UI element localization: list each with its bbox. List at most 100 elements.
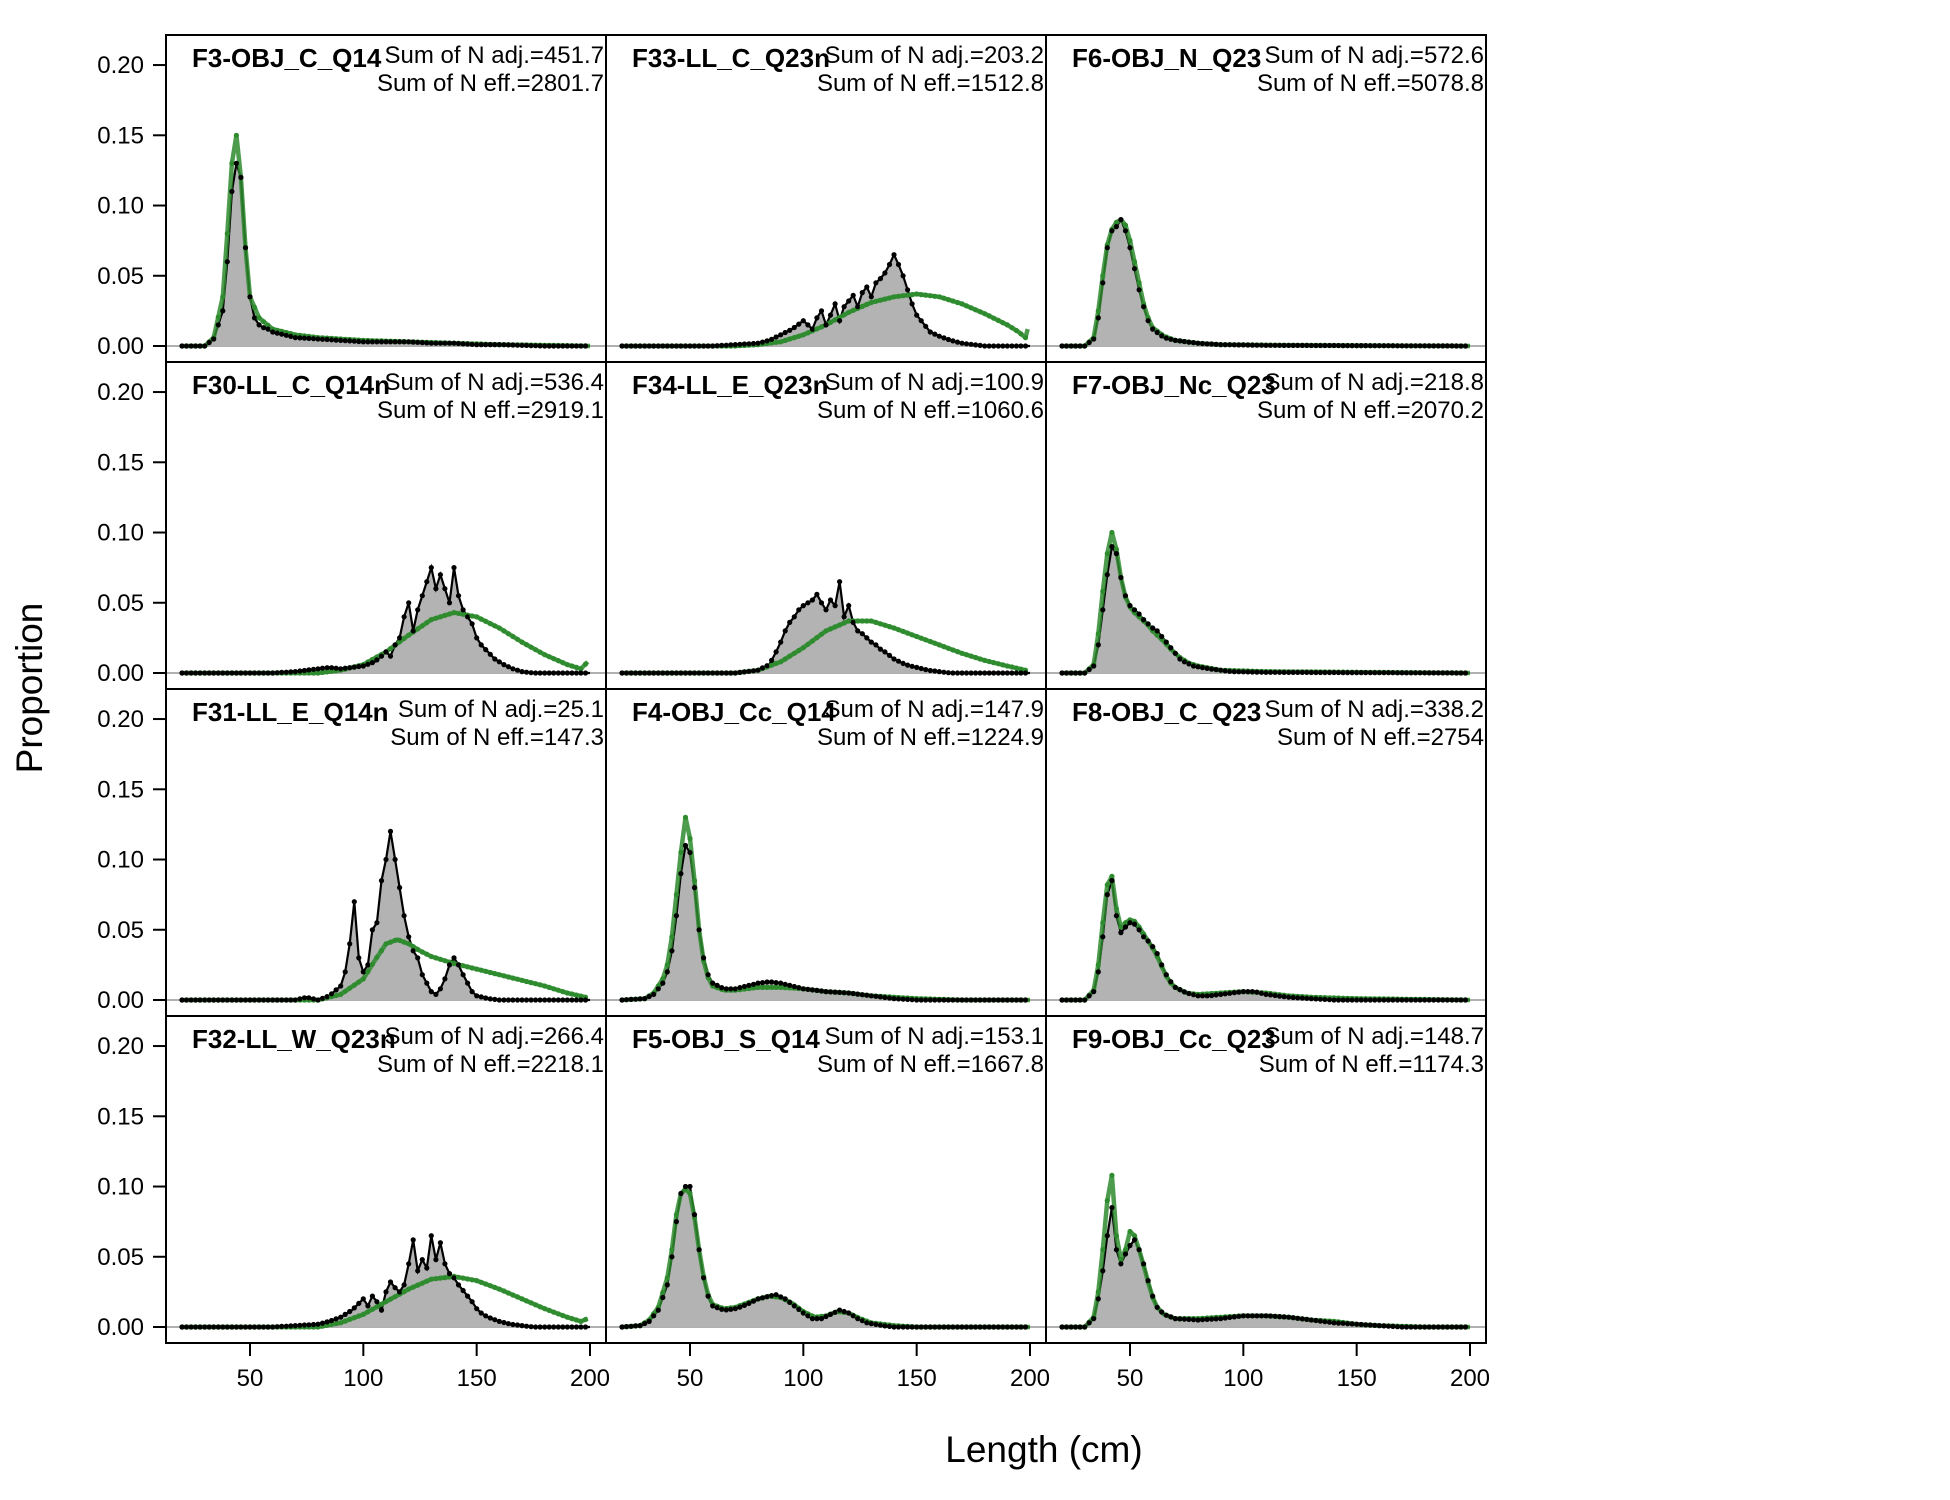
observed-point xyxy=(297,1322,303,1328)
observed-point xyxy=(809,1316,816,1322)
expected-point xyxy=(864,301,870,307)
observed-point xyxy=(1113,1247,1119,1253)
expected-point xyxy=(387,939,394,945)
expected-point xyxy=(778,659,784,665)
observed-point xyxy=(669,948,675,954)
observed-point xyxy=(728,986,734,992)
observed-point xyxy=(982,997,988,1003)
observed-point xyxy=(365,339,371,345)
observed-point xyxy=(1168,1314,1174,1320)
observed-point xyxy=(664,969,670,975)
observed-point xyxy=(1426,997,1432,1003)
observed-point xyxy=(673,913,680,919)
observed-point xyxy=(1131,607,1138,613)
observed-point xyxy=(474,1306,480,1312)
observed-point xyxy=(424,340,430,346)
expected-point xyxy=(469,613,475,619)
observed-point xyxy=(1145,318,1151,324)
observed-point xyxy=(800,318,806,324)
observed-point xyxy=(841,614,847,620)
observed-point xyxy=(496,342,502,348)
observed-point xyxy=(582,670,589,676)
observed-point xyxy=(954,339,961,345)
observed-point xyxy=(932,1324,938,1330)
observed-point xyxy=(229,188,235,195)
observed-point xyxy=(669,1254,675,1260)
expected-point xyxy=(374,1304,380,1310)
observed-point xyxy=(696,670,702,676)
observed-point xyxy=(261,997,267,1003)
observed-point xyxy=(909,997,915,1003)
observed-point xyxy=(995,1324,1001,1330)
expected-point xyxy=(759,984,766,991)
observed-point xyxy=(419,593,425,599)
expected-point xyxy=(573,1317,580,1323)
observed-point xyxy=(696,927,702,933)
observed-point xyxy=(737,985,743,991)
observed-point xyxy=(1313,1317,1319,1324)
expected-point xyxy=(560,660,566,666)
observed-point xyxy=(1000,997,1006,1003)
observed-point xyxy=(220,670,226,676)
observed-point xyxy=(773,649,779,655)
expected-point xyxy=(387,1296,394,1302)
expected-point xyxy=(356,1313,362,1319)
expected-point xyxy=(900,628,906,635)
observed-point xyxy=(569,670,575,676)
observed-point xyxy=(1141,1261,1147,1267)
observed-point xyxy=(732,986,738,992)
observed-point xyxy=(1009,997,1015,1003)
observed-point xyxy=(941,669,947,675)
observed-point xyxy=(1444,343,1450,349)
observed-point xyxy=(982,670,988,676)
observed-point xyxy=(773,980,779,986)
observed-point xyxy=(968,341,974,347)
observed-point xyxy=(233,997,239,1003)
observed-point xyxy=(1254,989,1260,995)
observed-point xyxy=(474,342,480,348)
observed-point xyxy=(1172,650,1178,656)
observed-point xyxy=(864,1320,870,1326)
observed-point xyxy=(256,322,262,328)
observed-point xyxy=(691,885,698,891)
expected-point xyxy=(787,336,793,342)
observed-point xyxy=(551,1324,557,1330)
observed-point xyxy=(360,969,366,975)
observed-point xyxy=(746,982,752,989)
observed-point xyxy=(655,343,661,349)
observed-point xyxy=(805,1313,811,1319)
y-tick-label: 0.00 xyxy=(97,333,144,360)
observed-point xyxy=(1304,995,1310,1001)
expected-point xyxy=(428,617,434,623)
observed-point xyxy=(982,343,988,349)
observed-point xyxy=(1086,666,1092,673)
observed-point xyxy=(1163,972,1169,978)
expected-point xyxy=(564,1314,570,1320)
observed-point xyxy=(310,666,317,672)
markers xyxy=(619,814,1029,1003)
observed-point xyxy=(1422,343,1428,349)
observed-point xyxy=(397,635,403,641)
observed-point xyxy=(1372,343,1378,349)
observed-point xyxy=(1177,1316,1183,1322)
observed-point xyxy=(483,995,489,1001)
observed-point xyxy=(759,1295,766,1301)
observed-point xyxy=(1458,997,1464,1003)
observed-point xyxy=(546,670,552,676)
expected-point xyxy=(360,976,366,982)
observed-point xyxy=(1227,990,1233,996)
observed-point xyxy=(1417,1324,1423,1330)
observed-point xyxy=(1073,670,1079,676)
observed-point xyxy=(832,603,838,609)
observed-point xyxy=(832,301,838,307)
observed-point xyxy=(1245,989,1251,995)
observed-point xyxy=(968,1324,974,1330)
expected-point xyxy=(419,623,425,629)
observed-point xyxy=(673,670,680,676)
expected-point xyxy=(505,631,511,637)
observed-point xyxy=(1163,639,1169,645)
y-tick-label: 0.20 xyxy=(97,706,144,733)
observed-point xyxy=(682,842,689,849)
expected-point xyxy=(483,968,489,974)
expected-point xyxy=(1118,1257,1124,1263)
